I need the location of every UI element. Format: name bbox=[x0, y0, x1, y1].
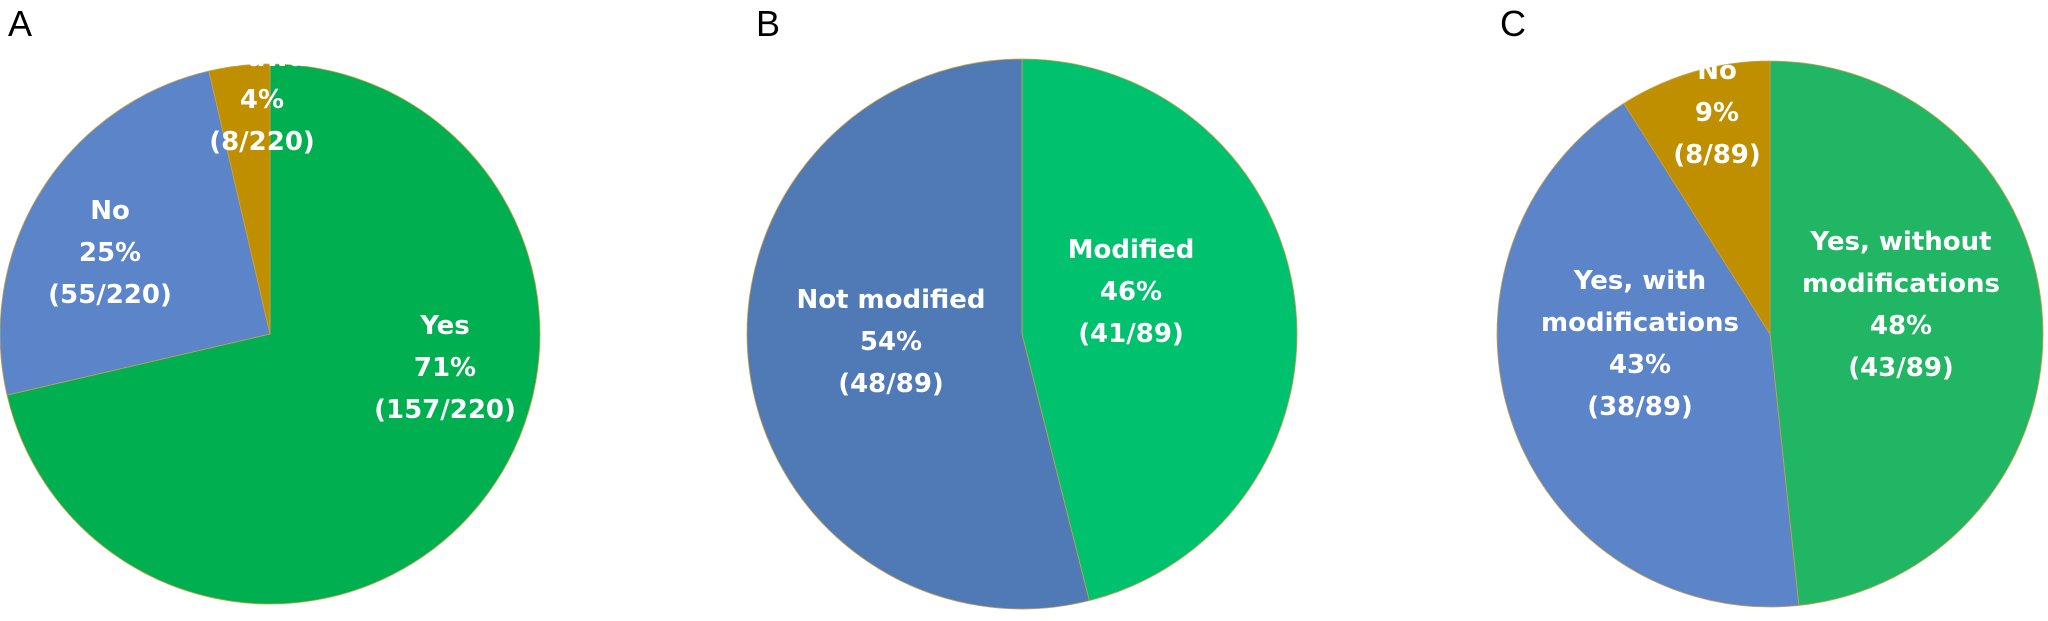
pie-slice-c-1 bbox=[1496, 102, 1800, 608]
panel-letter-a: A bbox=[8, 3, 32, 44]
slice-label-c-0: Yes, without modifications 48% (43/89) bbox=[1802, 227, 2000, 383]
slice-label-c-2: No 9% (8/89) bbox=[1673, 56, 1761, 170]
slice-label-c-1: Yes, with modifications 43% (38/89) bbox=[1541, 266, 1739, 422]
pie-slice-a-0 bbox=[6, 63, 541, 605]
pies-group: Yes 71% (157/220) No 25% (55/220)Not aware 4%(… bbox=[0, 43, 2044, 610]
slice-label-b-1: Not modified 54% (48/89) bbox=[796, 285, 985, 399]
pie-slice-b-1 bbox=[746, 58, 1090, 610]
pie-slice-c-0 bbox=[1769, 60, 2044, 606]
pie-a: Yes 71% (157/220) No 25% (55/220)Not aware 4%(… bbox=[0, 43, 541, 605]
slice-label-a-0: Yes 71% (157/220) bbox=[374, 311, 516, 425]
pie-b: Modified 46% (41/89) Not modified 54% (48/89) bbox=[746, 58, 1298, 610]
pie-slice-a-2 bbox=[208, 63, 271, 335]
pie-slice-b-0 bbox=[1021, 58, 1298, 602]
panel-letter-c: C bbox=[1500, 3, 1526, 44]
slice-label-a-2: Not aware 4% (8/220) bbox=[187, 43, 338, 157]
panel-letter-b: B bbox=[756, 3, 780, 44]
slice-label-b-0: Modified 46% (41/89) bbox=[1068, 235, 1195, 349]
pie-slice-c-2 bbox=[1623, 60, 1771, 336]
pie-c: Yes, without modifications 48% (43/89) Yes, … bbox=[1496, 56, 2044, 608]
pie-slice-a-1 bbox=[0, 70, 271, 396]
slice-label-a-1: No 25% (55/220) bbox=[48, 196, 172, 310]
